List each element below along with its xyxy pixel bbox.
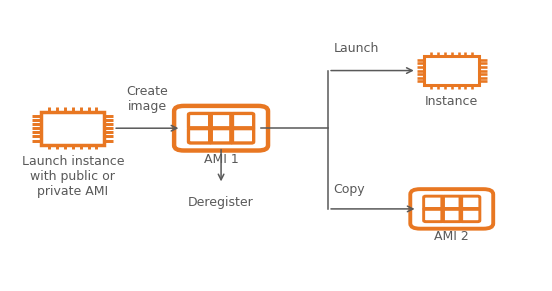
Text: Deregister: Deregister [188, 196, 254, 209]
Text: Launch instance
with public or
private AMI: Launch instance with public or private A… [22, 155, 124, 198]
Text: Copy: Copy [333, 183, 365, 196]
Text: Instance: Instance [425, 95, 479, 108]
Text: Launch: Launch [333, 42, 379, 55]
Text: AMI 2: AMI 2 [434, 230, 469, 243]
Text: AMI 1: AMI 1 [204, 152, 238, 166]
Text: Create
image: Create image [126, 85, 168, 113]
